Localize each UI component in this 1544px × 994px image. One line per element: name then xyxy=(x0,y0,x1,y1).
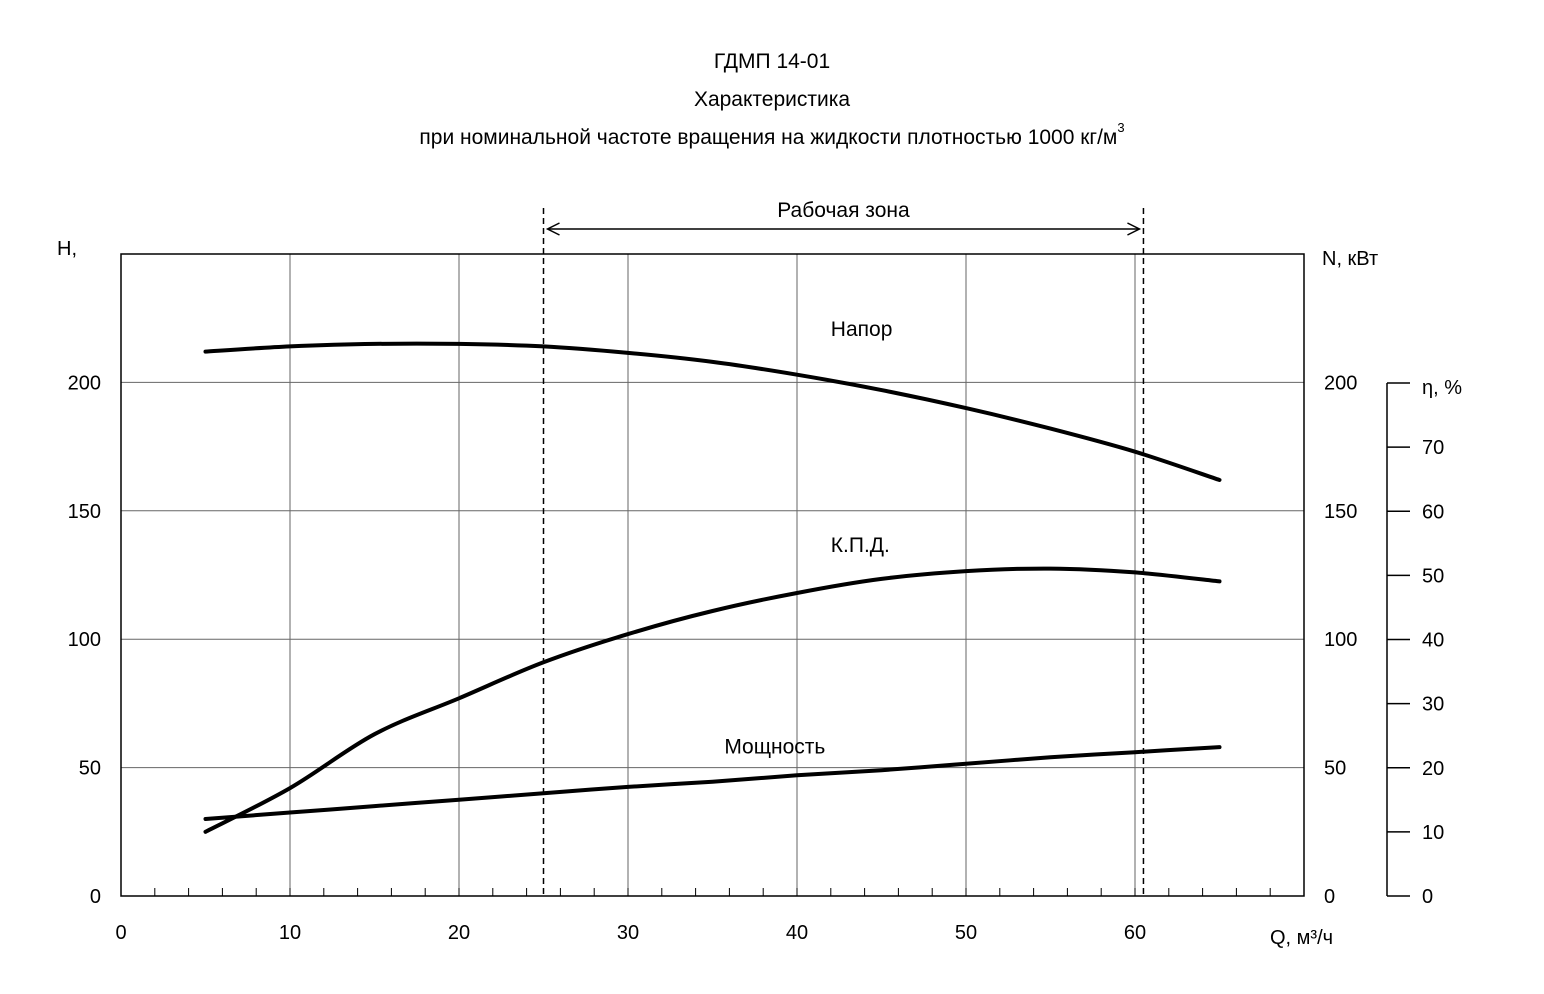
chart-conditions-superscript: 3 xyxy=(1117,120,1125,135)
curve-2 xyxy=(203,745,1222,821)
chart-title: ГДМП 14-01 xyxy=(713,50,831,73)
eta-tick-label: 60 xyxy=(1422,501,1444,523)
curve-label-2: Мощность xyxy=(724,735,825,758)
plot-frame xyxy=(120,253,1305,897)
y-tick-label-left: 0 xyxy=(90,886,101,908)
x-tick-label: 30 xyxy=(617,922,639,944)
curves: Напор К.П.Д. Мощность xyxy=(203,318,1222,834)
chart-conditions-text: при номинальной частоте вращения на жидк… xyxy=(419,126,1118,149)
y-axis-right-label: N, кВт xyxy=(1322,248,1378,270)
y-tick-label-left: 100 xyxy=(68,629,101,651)
working-zone-arrow-left xyxy=(545,222,560,236)
chart-subtitle: Характеристика xyxy=(693,88,851,111)
y-axis-ticks: 0 50 100 150 200 0 50 100 150 200 xyxy=(68,372,1358,908)
y-axis-left-label: H, xyxy=(57,238,77,260)
x-tick-label: 40 xyxy=(786,922,808,944)
x-tick-label: 60 xyxy=(1124,922,1146,944)
curve-label-1: К.П.Д. xyxy=(831,534,890,557)
y-tick-label-right: 200 xyxy=(1324,372,1357,394)
x-tick-label: 10 xyxy=(279,922,301,944)
x-tick-label: 0 xyxy=(115,922,126,944)
axis-labels: H, N, кВт Q, м³/ч xyxy=(57,238,1378,949)
y-tick-label-right: 100 xyxy=(1324,629,1357,651)
eta-tick-label: 70 xyxy=(1422,437,1444,459)
y-tick-label-left: 200 xyxy=(68,372,101,394)
y-tick-label-left: 150 xyxy=(68,501,101,523)
x-axis-ticks: 0 10 20 30 40 50 60 xyxy=(115,888,1271,944)
y-tick-label-right: 150 xyxy=(1324,501,1357,523)
eta-tick-label: 30 xyxy=(1422,694,1444,716)
y-tick-label-left: 50 xyxy=(79,758,101,780)
curve-1 xyxy=(203,566,1222,834)
working-zone-label: Рабочая зона xyxy=(777,199,910,222)
eta-tick-label: 10 xyxy=(1422,822,1444,844)
working-zone: Рабочая зона xyxy=(542,199,1145,896)
x-axis-label: Q, м³/ч xyxy=(1270,927,1333,949)
eta-axis: 0 10 20 30 40 50 60 70 η, % xyxy=(1386,377,1462,908)
y-tick-label-right: 0 xyxy=(1324,886,1335,908)
working-zone-arrow-right xyxy=(1127,222,1142,236)
eta-tick-label: 50 xyxy=(1422,565,1444,587)
eta-axis-label: η, % xyxy=(1422,377,1462,399)
chart-conditions: при номинальной частоте вращения на жидк… xyxy=(0,120,1544,150)
grid-lines xyxy=(121,254,1304,896)
y-tick-label-right: 50 xyxy=(1324,758,1346,780)
curve-label-0: Напор xyxy=(831,318,893,341)
eta-tick-label: 0 xyxy=(1422,886,1433,908)
eta-tick-label: 20 xyxy=(1422,758,1444,780)
x-tick-label: 20 xyxy=(448,922,470,944)
x-tick-label: 50 xyxy=(955,922,977,944)
curve-0 xyxy=(203,341,1222,482)
eta-tick-label: 40 xyxy=(1422,630,1444,652)
